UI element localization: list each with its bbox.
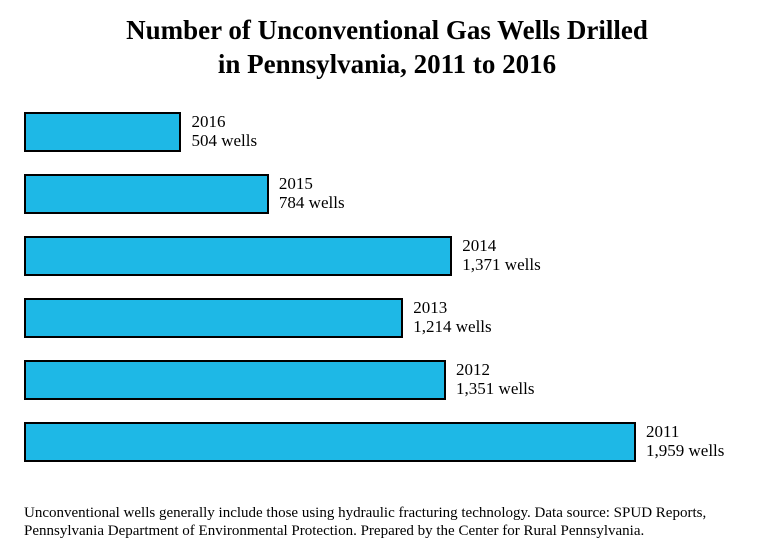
bar-row: 20131,214 wells — [24, 298, 750, 338]
bar-row: 20111,959 wells — [24, 422, 750, 462]
bar-year-label: 2012 — [456, 361, 534, 380]
bar-year-label: 2013 — [413, 299, 491, 318]
bar-label: 20141,371 wells — [452, 236, 540, 276]
bar-year-label: 2016 — [191, 113, 257, 132]
chart-title-line2: in Pennsylvania, 2011 to 2016 — [0, 48, 774, 82]
chart-area: 2016504 wells 2015784 wells 20141,371 well… — [24, 112, 750, 484]
bar — [24, 298, 403, 338]
bar-row: 20121,351 wells — [24, 360, 750, 400]
bar-label: 20111,959 wells — [636, 422, 724, 462]
bar-year-label: 2015 — [279, 175, 345, 194]
bar-value-label: 504 wells — [191, 132, 257, 151]
bar-value-label: 1,959 wells — [646, 442, 724, 461]
bar-value-label: 1,351 wells — [456, 380, 534, 399]
bar-year-label: 2014 — [462, 237, 540, 256]
bar-label: 2015784 wells — [269, 174, 345, 214]
chart-footnote: Unconventional wells generally include t… — [24, 504, 750, 542]
bar — [24, 174, 269, 214]
bar — [24, 360, 446, 400]
bar-row: 20141,371 wells — [24, 236, 750, 276]
bar-value-label: 1,371 wells — [462, 256, 540, 275]
chart-title-line1: Number of Unconventional Gas Wells Drill… — [0, 14, 774, 48]
bar-label: 20131,214 wells — [403, 298, 491, 338]
bar-label: 20121,351 wells — [446, 360, 534, 400]
bar-row: 2015784 wells — [24, 174, 750, 214]
bar-year-label: 2011 — [646, 423, 724, 442]
bar — [24, 236, 452, 276]
bar — [24, 112, 181, 152]
bar — [24, 422, 636, 462]
bar-value-label: 784 wells — [279, 194, 345, 213]
bar-value-label: 1,214 wells — [413, 318, 491, 337]
chart-title: Number of Unconventional Gas Wells Drill… — [0, 0, 774, 82]
bar-row: 2016504 wells — [24, 112, 750, 152]
bar-label: 2016504 wells — [181, 112, 257, 152]
